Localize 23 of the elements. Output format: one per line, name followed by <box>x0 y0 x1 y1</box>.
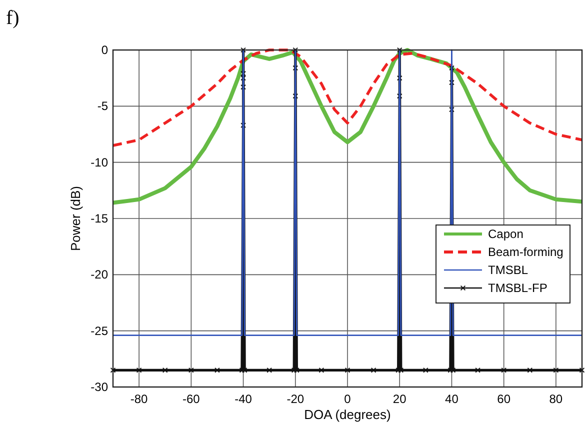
y-tick-label: -20 <box>90 268 108 282</box>
x-tick-label: -80 <box>130 392 148 406</box>
y-tick-label: -30 <box>90 380 108 394</box>
y-tick-label: -15 <box>90 212 108 226</box>
y-axis-title: Power (dB) <box>68 186 83 252</box>
x-tick-label: 80 <box>549 392 563 406</box>
legend-label: TMSBL-FP <box>488 281 548 295</box>
y-tick-label: -5 <box>97 99 108 114</box>
y-tick-label: 0 <box>101 43 108 57</box>
y-tick-label: -10 <box>90 155 108 170</box>
y-tick-label: -25 <box>90 324 108 338</box>
x-tick-label: 0 <box>344 392 352 406</box>
x-tick-label: -40 <box>234 392 252 406</box>
x-tick-label: 40 <box>445 392 459 406</box>
x-tick-label: -20 <box>286 392 304 406</box>
x-tick-label: 20 <box>392 392 407 406</box>
legend-label: Capon <box>488 227 524 241</box>
x-tick-label: -60 <box>182 392 200 406</box>
legend-label: Beam-forming <box>488 245 564 259</box>
x-tick-label: 60 <box>497 392 511 406</box>
chart-title: f) <box>6 7 20 29</box>
legend-label: TMSBL <box>488 263 528 277</box>
x-axis-title: DOA (degrees) <box>304 407 391 422</box>
